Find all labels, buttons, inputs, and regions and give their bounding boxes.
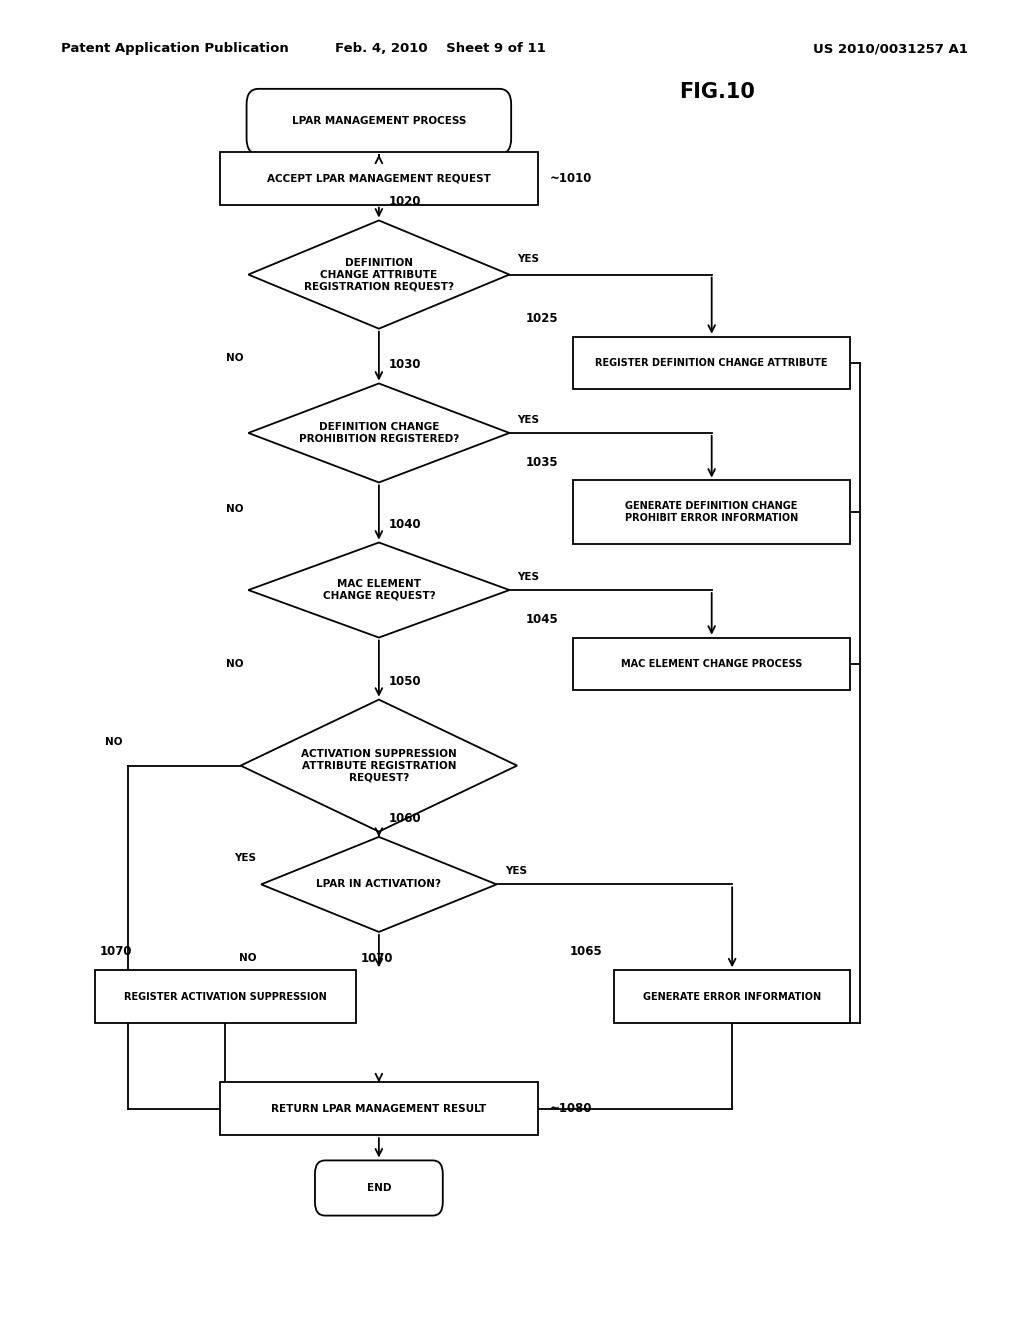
- Text: Feb. 4, 2010    Sheet 9 of 11: Feb. 4, 2010 Sheet 9 of 11: [335, 42, 546, 55]
- Polygon shape: [241, 700, 517, 832]
- Text: 1030: 1030: [389, 359, 422, 371]
- Text: REGISTER DEFINITION CHANGE ATTRIBUTE: REGISTER DEFINITION CHANGE ATTRIBUTE: [595, 358, 828, 368]
- Text: NO: NO: [225, 504, 244, 513]
- Bar: [220, 152, 538, 205]
- Text: FIG.10: FIG.10: [679, 82, 755, 103]
- Polygon shape: [261, 837, 497, 932]
- Text: GENERATE DEFINITION CHANGE
PROHIBIT ERROR INFORMATION: GENERATE DEFINITION CHANGE PROHIBIT ERRO…: [625, 502, 799, 523]
- FancyBboxPatch shape: [247, 88, 511, 154]
- Text: ~1010: ~1010: [550, 172, 592, 185]
- Text: NO: NO: [225, 659, 244, 669]
- Bar: [94, 970, 356, 1023]
- Text: 1040: 1040: [389, 517, 422, 531]
- Text: 1060: 1060: [389, 812, 422, 825]
- Text: NO: NO: [239, 953, 256, 964]
- Bar: [573, 480, 850, 544]
- Text: MAC ELEMENT
CHANGE REQUEST?: MAC ELEMENT CHANGE REQUEST?: [323, 579, 435, 601]
- Text: YES: YES: [517, 572, 540, 582]
- Text: 1035: 1035: [525, 455, 558, 469]
- Text: 1025: 1025: [525, 312, 558, 325]
- Text: ~1080: ~1080: [550, 1102, 593, 1115]
- Text: NO: NO: [225, 352, 244, 363]
- Text: END: END: [367, 1183, 391, 1193]
- Bar: [614, 970, 850, 1023]
- Text: US 2010/0031257 A1: US 2010/0031257 A1: [813, 42, 969, 55]
- Polygon shape: [248, 543, 510, 638]
- Bar: [220, 1082, 538, 1135]
- Text: 1020: 1020: [389, 195, 422, 209]
- Text: MAC ELEMENT CHANGE PROCESS: MAC ELEMENT CHANGE PROCESS: [621, 659, 803, 669]
- Text: 1065: 1065: [569, 945, 602, 958]
- Text: YES: YES: [505, 866, 526, 876]
- Bar: [573, 638, 850, 690]
- Text: 1070: 1070: [361, 952, 393, 965]
- Text: 1050: 1050: [389, 675, 422, 688]
- Text: Patent Application Publication: Patent Application Publication: [61, 42, 289, 55]
- Text: ACCEPT LPAR MANAGEMENT REQUEST: ACCEPT LPAR MANAGEMENT REQUEST: [267, 173, 490, 183]
- Text: REGISTER ACTIVATION SUPPRESSION: REGISTER ACTIVATION SUPPRESSION: [124, 991, 327, 1002]
- Polygon shape: [248, 220, 510, 329]
- Text: RETURN LPAR MANAGEMENT RESULT: RETURN LPAR MANAGEMENT RESULT: [271, 1104, 486, 1114]
- Text: DEFINITION CHANGE
PROHIBITION REGISTERED?: DEFINITION CHANGE PROHIBITION REGISTERED…: [299, 422, 459, 444]
- Text: 1070: 1070: [100, 945, 132, 958]
- Text: YES: YES: [234, 853, 256, 863]
- Text: DEFINITION
CHANGE ATTRIBUTE
REGISTRATION REQUEST?: DEFINITION CHANGE ATTRIBUTE REGISTRATION…: [304, 257, 454, 292]
- Text: GENERATE ERROR INFORMATION: GENERATE ERROR INFORMATION: [643, 991, 821, 1002]
- Text: YES: YES: [517, 414, 540, 425]
- Text: LPAR MANAGEMENT PROCESS: LPAR MANAGEMENT PROCESS: [292, 116, 466, 127]
- Text: YES: YES: [517, 253, 540, 264]
- Bar: [573, 337, 850, 389]
- Text: ACTIVATION SUPPRESSION
ATTRIBUTE REGISTRATION
REQUEST?: ACTIVATION SUPPRESSION ATTRIBUTE REGISTR…: [301, 748, 457, 783]
- Polygon shape: [248, 383, 510, 482]
- Text: NO: NO: [105, 737, 123, 747]
- FancyBboxPatch shape: [315, 1160, 442, 1216]
- Text: LPAR IN ACTIVATION?: LPAR IN ACTIVATION?: [316, 879, 441, 890]
- Text: 1045: 1045: [525, 612, 558, 626]
